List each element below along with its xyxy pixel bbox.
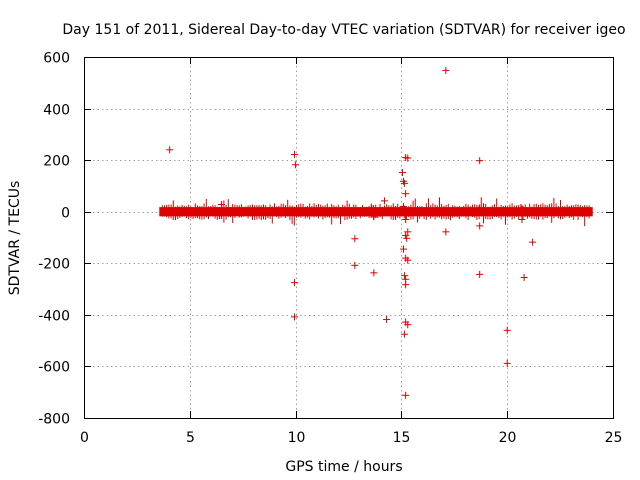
data-point [402,391,410,399]
x-axis-label: GPS time / hours [285,459,402,475]
data-point [291,313,299,321]
dense-data-band [159,197,593,227]
y-tick-label: 600 [43,51,70,67]
axis-ticks [84,57,614,419]
data-point [403,234,411,242]
data-point [398,169,406,177]
data-point [292,161,300,169]
data-point [402,190,410,198]
data-point [368,205,376,213]
data-point [351,261,359,269]
data-points [166,66,537,399]
data-point [518,215,526,223]
data-point [520,273,528,281]
data-point [404,321,412,329]
y-tick-label: -200 [38,257,70,273]
y-tick-label: -800 [38,412,70,428]
data-point [442,66,450,74]
plot-frame [84,57,614,419]
data-point [383,315,391,323]
data-point [404,228,412,236]
y-tick-label: 200 [43,154,70,170]
chart-title: Day 151 of 2011, Sidereal Day-to-day VTE… [62,22,625,38]
data-point [529,238,537,246]
data-point [402,231,410,239]
data-point [370,213,378,221]
data-point [291,279,299,287]
x-tick-label: 15 [393,430,411,446]
data-point [166,146,174,154]
data-point [442,228,450,236]
data-point [380,197,388,205]
grid-lines [84,57,613,418]
data-point [404,154,412,162]
data-point [218,200,226,208]
data-point [476,222,484,230]
data-point [402,215,410,223]
x-tick-labels: 0 5 10 15 20 25 [80,430,622,446]
data-point [518,205,526,213]
data-point [476,270,484,278]
data-point [218,212,226,220]
data-point [291,150,299,158]
data-point [400,203,408,211]
x-tick-label: 25 [605,430,623,446]
data-point [370,269,378,277]
y-tick-labels: -800 -600 -400 -200 0 200 400 600 [38,51,70,428]
data-point [503,326,511,334]
x-tick-label: 5 [186,430,195,446]
y-axis-label: SDTVAR / TECUs [7,181,23,296]
data-point [401,330,409,338]
y-tick-label: 0 [61,206,70,222]
data-point [400,245,408,253]
data-point [404,256,412,264]
y-tick-label: -600 [38,360,70,376]
data-point [402,281,410,289]
data-point [476,204,484,212]
data-point [351,235,359,243]
data-point [401,179,409,187]
y-tick-label: -400 [38,309,70,325]
data-point [503,359,511,367]
data-point [401,272,409,280]
x-tick-label: 10 [288,430,306,446]
y-tick-label: 400 [43,103,70,119]
x-tick-label: 0 [80,430,89,446]
data-point [476,157,484,165]
x-tick-label: 20 [499,430,517,446]
